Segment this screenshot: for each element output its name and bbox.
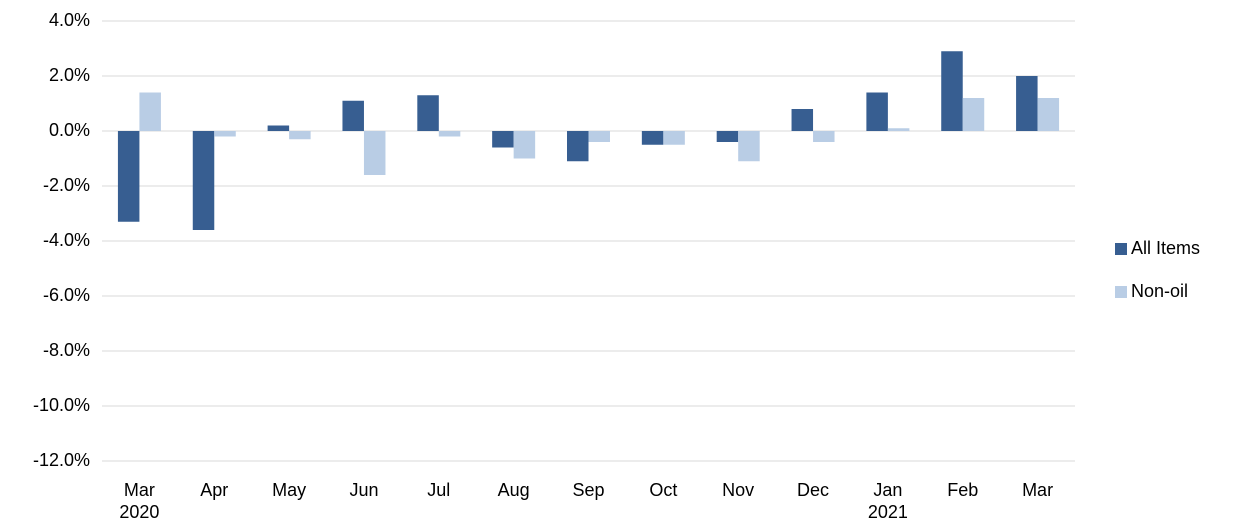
bar [866, 92, 888, 131]
bar [588, 131, 610, 142]
y-tick-label: 4.0% [49, 10, 90, 30]
bar [267, 125, 290, 131]
bar [1016, 76, 1038, 131]
bar [513, 131, 536, 159]
x-tick-label: Jun [349, 480, 379, 500]
y-tick-label: -4.0% [43, 230, 90, 250]
bar [738, 131, 760, 162]
x-tick-label: Nov [722, 480, 755, 500]
y-tick-label: 2.0% [49, 65, 90, 85]
bar [342, 100, 364, 131]
bar [791, 109, 814, 131]
bar [117, 131, 140, 222]
legend-label: All Items [1131, 238, 1200, 258]
x-tick-label: Sep [572, 480, 605, 500]
bar [887, 128, 910, 131]
legend-label: Non-oil [1131, 281, 1188, 301]
bar [1037, 98, 1060, 131]
x-tick-label: Mar [1022, 480, 1054, 500]
x-tick-label: Dec [797, 480, 830, 500]
x-tick-label: Jan 2021 [867, 480, 908, 522]
y-tick-label: -10.0% [33, 395, 90, 415]
bar [641, 131, 664, 145]
bar [139, 92, 161, 131]
y-tick-label: -8.0% [43, 340, 90, 360]
y-tick-label: 0.0% [49, 120, 90, 140]
x-tick-label: Feb [947, 480, 979, 500]
bar [417, 95, 439, 131]
x-tick-label: Apr [200, 480, 229, 500]
legend-swatch [1115, 243, 1127, 255]
bar [438, 131, 461, 137]
x-tick-label: May [272, 480, 307, 500]
bar [289, 131, 311, 140]
bar [567, 131, 589, 162]
bar [813, 131, 835, 142]
bar [192, 131, 215, 230]
x-tick-label: Mar 2020 [119, 480, 160, 522]
bar [492, 131, 514, 148]
bar [941, 51, 963, 131]
bar [962, 98, 985, 131]
bar [363, 131, 386, 175]
x-tick-label: Aug [497, 480, 530, 500]
bar [716, 131, 739, 142]
y-tick-label: -12.0% [33, 450, 90, 470]
legend-swatch [1115, 286, 1127, 298]
y-tick-label: -6.0% [43, 285, 90, 305]
y-tick-label: -2.0% [43, 175, 90, 195]
bar [663, 131, 685, 145]
bar [214, 131, 236, 137]
x-tick-label: Oct [649, 480, 678, 500]
x-tick-label: Jul [427, 480, 451, 500]
